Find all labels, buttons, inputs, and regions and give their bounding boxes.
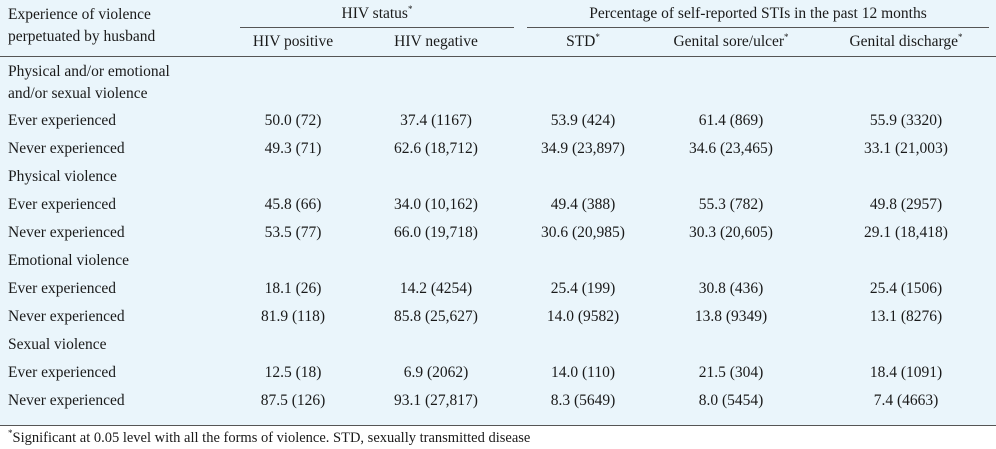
cell-value: 81.9 (118): [261, 308, 325, 325]
section-title-sexual-violence: Sexual violence: [8, 336, 107, 353]
cell-value: 13.1 (8276): [869, 308, 943, 325]
cell-value: 49.3 (71): [264, 140, 322, 157]
table-row: Never experienced 53.5 (77) 66.0 (19,718…: [0, 219, 996, 247]
cell-value: 29.1 (18,418): [864, 224, 948, 241]
table-row: Never experienced 87.5 (126) 93.1 (27,81…: [0, 387, 996, 415]
row-label: Never experienced: [8, 140, 125, 157]
cell-value: 49.4 (388): [550, 196, 616, 213]
table-row: Ever experienced 45.8 (66) 34.0 (10,162)…: [0, 191, 996, 219]
cell-value: 62.6 (18,712): [394, 140, 478, 157]
table-footnote: *Significant at 0.05 level with all the …: [0, 425, 996, 449]
cell-value: 53.5 (77): [264, 224, 322, 241]
cell-value: 34.9 (23,897): [541, 140, 625, 157]
col-header-std: STD*: [566, 31, 600, 50]
section-title-emotional-violence: Emotional violence: [8, 252, 129, 269]
header-row-2: HIV positive HIV negative STD* Genital s…: [0, 28, 996, 56]
cell-value: 33.1 (21,003): [864, 140, 948, 157]
row-label: Never experienced: [8, 308, 125, 325]
cell-value: 37.4 (1167): [400, 112, 472, 129]
cell-value: 93.1 (27,817): [394, 392, 478, 409]
cell-value: 49.8 (2957): [869, 196, 943, 213]
table-row: Ever experienced 50.0 (72) 37.4 (1167) 5…: [0, 107, 996, 135]
cell-value: 13.8 (9349): [694, 308, 768, 325]
row-label-header: Experience of violence perpetuated by hu…: [0, 0, 234, 56]
footnote-text: Significant at 0.05 level with all the f…: [12, 430, 531, 446]
table-row: Never experienced 49.3 (71) 62.6 (18,712…: [0, 135, 996, 163]
group-header-hiv-label: HIV status: [341, 5, 408, 22]
cell-value: 14.0 (9582): [546, 308, 620, 325]
data-table: Experience of violence perpetuated by hu…: [0, 0, 996, 415]
cell-value: 18.1 (26): [264, 280, 322, 297]
row-label: Ever experienced: [8, 280, 117, 297]
cell-value: 30.8 (436): [698, 280, 764, 297]
cell-value: 87.5 (126): [260, 392, 326, 409]
col-header-hiv-negative: HIV negative: [394, 33, 478, 50]
cell-value: 50.0 (72): [264, 112, 322, 129]
header-divider: [0, 56, 996, 57]
col-header-genital-sore: Genital sore/ulcer*: [673, 31, 789, 50]
header-row-1: Experience of violence perpetuated by hu…: [0, 0, 996, 45]
cell-value: 7.4 (4663): [873, 392, 939, 409]
cell-value: 25.4 (199): [550, 280, 616, 297]
group-header-hiv-mark: *: [407, 3, 413, 14]
footnote-mark: *: [8, 428, 13, 439]
cell-value: 21.5 (304): [698, 364, 764, 381]
col-header-hiv-positive: HIV positive: [252, 33, 334, 50]
row-label: Ever experienced: [8, 112, 117, 129]
cell-value: 18.4 (1091): [869, 364, 943, 381]
row-label-header-line1: Experience of violence: [8, 6, 151, 23]
cell-value: 55.3 (782): [698, 196, 764, 213]
cell-value: 14.2 (4254): [399, 280, 473, 297]
table-row: Ever experienced 18.1 (26) 14.2 (4254) 2…: [0, 275, 996, 303]
cell-value: 14.0 (110): [551, 364, 615, 381]
cell-value: 6.9 (2062): [403, 364, 469, 381]
row-label: Ever experienced: [8, 364, 117, 381]
cell-value: 30.3 (20,605): [689, 224, 773, 241]
cell-value: 8.3 (5649): [550, 392, 616, 409]
cell-value: 85.8 (25,627): [394, 308, 478, 325]
table-row: Ever experienced 12.5 (18) 6.9 (2062) 14…: [0, 359, 996, 387]
cell-value: 66.0 (19,718): [394, 224, 478, 241]
cell-value: 34.6 (23,465): [689, 140, 773, 157]
cell-value: 34.0 (10,162): [394, 196, 478, 213]
cell-value: 61.4 (869): [698, 112, 764, 129]
section-title-physical-violence: Physical violence: [8, 168, 117, 185]
cell-value: 45.8 (66): [264, 196, 322, 213]
group-header-hiv: HIV status*: [234, 0, 520, 28]
table-row: Never experienced 81.9 (118) 85.8 (25,62…: [0, 303, 996, 331]
row-label: Never experienced: [8, 392, 125, 409]
cell-value: 55.9 (3320): [869, 112, 943, 129]
cell-value: 12.5 (18): [264, 364, 322, 381]
group-header-sti: Percentage of self-reported STIs in the …: [520, 0, 996, 28]
section-title-any-violence: Physical and/or emotional and/or sexual …: [8, 63, 170, 102]
cell-value: 8.0 (5454): [698, 392, 764, 409]
cell-value: 53.9 (424): [550, 112, 616, 129]
col-header-genital-discharge: Genital discharge*: [849, 31, 963, 50]
cell-value: 25.4 (1506): [869, 280, 943, 297]
row-label-header-line2: perpetuated by husband: [8, 28, 156, 45]
row-label: Ever experienced: [8, 196, 117, 213]
group-header-sti-label: Percentage of self-reported STIs in the …: [527, 0, 989, 28]
cell-value: 30.6 (20,985): [541, 224, 625, 241]
row-label: Never experienced: [8, 224, 125, 241]
